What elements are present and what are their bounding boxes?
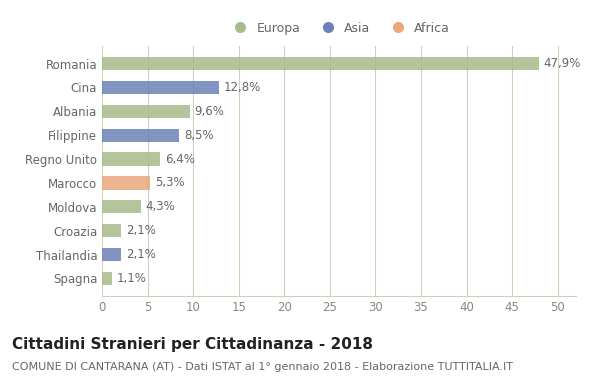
Text: 5,3%: 5,3% <box>155 176 184 190</box>
Text: COMUNE DI CANTARANA (AT) - Dati ISTAT al 1° gennaio 2018 - Elaborazione TUTTITAL: COMUNE DI CANTARANA (AT) - Dati ISTAT al… <box>12 363 513 372</box>
Bar <box>102 128 179 142</box>
Legend: Europa, Asia, Africa: Europa, Asia, Africa <box>223 17 455 40</box>
Bar <box>102 105 190 118</box>
Bar <box>102 200 141 214</box>
Text: 2,1%: 2,1% <box>126 224 155 237</box>
Bar <box>102 176 151 190</box>
Text: 12,8%: 12,8% <box>223 81 260 94</box>
Bar <box>102 248 121 261</box>
Bar <box>102 81 218 94</box>
Bar <box>102 57 539 70</box>
Text: 47,9%: 47,9% <box>543 57 581 70</box>
Text: Cittadini Stranieri per Cittadinanza - 2018: Cittadini Stranieri per Cittadinanza - 2… <box>12 337 373 352</box>
Text: 6,4%: 6,4% <box>165 152 195 166</box>
Text: 2,1%: 2,1% <box>126 248 155 261</box>
Text: 1,1%: 1,1% <box>116 272 146 285</box>
Bar <box>102 224 121 237</box>
Bar <box>102 272 112 285</box>
Text: 9,6%: 9,6% <box>194 105 224 118</box>
Text: 8,5%: 8,5% <box>184 129 214 142</box>
Bar <box>102 152 160 166</box>
Text: 4,3%: 4,3% <box>146 200 176 213</box>
